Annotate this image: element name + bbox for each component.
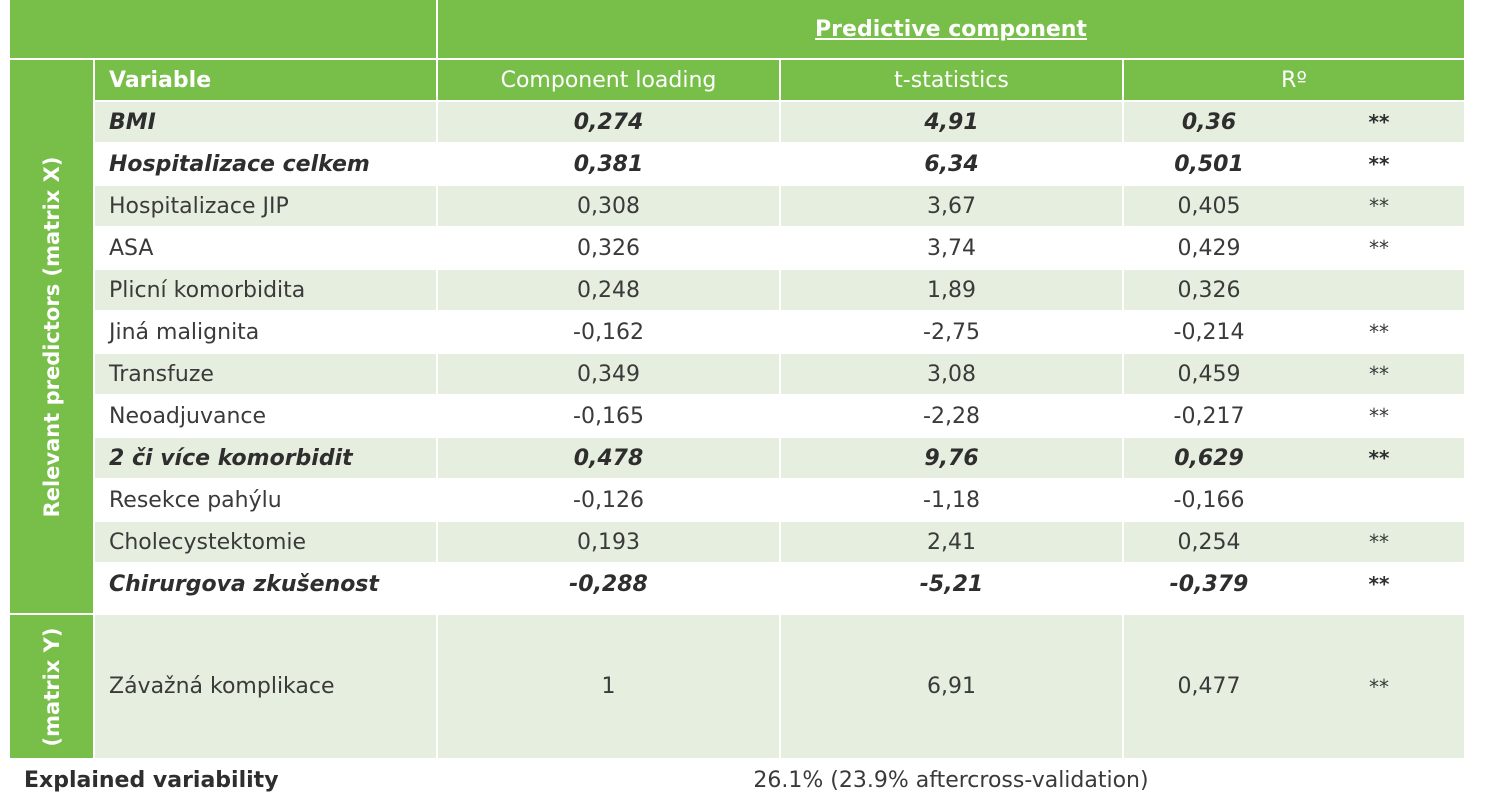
results-table: Predictive component Relevant predictors… [10, 0, 1464, 800]
cell-component-loading: 0,274 [438, 102, 779, 142]
cell-variable: Hospitalizace JIP [95, 186, 436, 226]
cell-variable: Cholecystektomie [95, 522, 436, 562]
cell-t-statistics: 3,74 [781, 228, 1122, 268]
column-header-t-statistics: t-statistics [781, 60, 1122, 100]
cell-r: 0,501 [1124, 144, 1294, 184]
cell-significance: ** [1294, 312, 1464, 352]
explained-variability-label: Explained variability [10, 760, 436, 800]
header-corner [10, 0, 436, 58]
cell-t-statistics: 6,34 [781, 144, 1122, 184]
predictive-component-header: Predictive component [438, 0, 1464, 58]
y-row-significance: ** [1294, 615, 1464, 758]
cell-variable: Jiná malignita [95, 312, 436, 352]
y-row-variable: Závažná komplikace [95, 615, 436, 758]
cell-variable: 2 či více komorbidit [95, 438, 436, 478]
cell-component-loading: 0,193 [438, 522, 779, 562]
cell-component-loading: 0,478 [438, 438, 779, 478]
cell-significance: ** [1294, 186, 1464, 226]
cell-component-loading: -0,162 [438, 312, 779, 352]
cell-t-statistics: 4,91 [781, 102, 1122, 142]
cell-variable: ASA [95, 228, 436, 268]
cell-t-statistics: -2,75 [781, 312, 1122, 352]
cell-significance [1294, 270, 1464, 310]
column-header-component-loading: Component loading [438, 60, 779, 100]
cell-significance: ** [1294, 396, 1464, 436]
cell-significance: ** [1294, 144, 1464, 184]
cell-r: -0,217 [1124, 396, 1294, 436]
cell-variable: Chirurgova zkušenost [95, 564, 436, 604]
cell-r: 0,254 [1124, 522, 1294, 562]
cell-t-statistics: 3,08 [781, 354, 1122, 394]
cell-r: -0,379 [1124, 564, 1294, 604]
y-row-loading: 1 [438, 615, 779, 758]
cell-t-statistics: 3,67 [781, 186, 1122, 226]
cell-t-statistics: -2,28 [781, 396, 1122, 436]
cell-significance [1294, 480, 1464, 520]
cell-component-loading: -0,288 [438, 564, 779, 604]
cell-component-loading: 0,381 [438, 144, 779, 184]
cell-t-statistics: 2,41 [781, 522, 1122, 562]
column-header-r: Rº [1124, 60, 1464, 100]
cell-variable: Transfuze [95, 354, 436, 394]
cell-variable: Neoadjuvance [95, 396, 436, 436]
cell-t-statistics: -5,21 [781, 564, 1122, 604]
group-matrix-y: (matrix Y) [10, 615, 93, 758]
cell-component-loading: 0,349 [438, 354, 779, 394]
cell-r: 0,429 [1124, 228, 1294, 268]
cell-t-statistics: -1,18 [781, 480, 1122, 520]
cell-significance: ** [1294, 522, 1464, 562]
cell-component-loading: -0,126 [438, 480, 779, 520]
cell-significance: ** [1294, 564, 1464, 604]
group-matrix-x-label: Relevant predictors (matrix X) [39, 156, 64, 517]
explained-variability-value: 26.1% (23.9% aftercross-validation) [438, 760, 1464, 800]
cell-variable: Hospitalizace celkem [95, 144, 436, 184]
cell-variable: Plicní komorbidita [95, 270, 436, 310]
cell-significance: ** [1294, 102, 1464, 142]
cell-r: 0,326 [1124, 270, 1294, 310]
column-header-variable: Variable [95, 60, 436, 100]
cell-r: -0,166 [1124, 480, 1294, 520]
cell-t-statistics: 1,89 [781, 270, 1122, 310]
cell-t-statistics: 9,76 [781, 438, 1122, 478]
cell-r: 0,36 [1124, 102, 1294, 142]
cell-significance: ** [1294, 438, 1464, 478]
group-matrix-x: Relevant predictors (matrix X) [10, 60, 93, 613]
cell-r: 0,459 [1124, 354, 1294, 394]
predictive-component-title: Predictive component [815, 16, 1087, 42]
cell-r: -0,214 [1124, 312, 1294, 352]
cell-variable: BMI [95, 102, 436, 142]
group-matrix-y-label: (matrix Y) [39, 627, 64, 746]
y-row-r: 0,477 [1124, 615, 1294, 758]
cell-component-loading: 0,308 [438, 186, 779, 226]
cell-component-loading: 0,248 [438, 270, 779, 310]
cell-significance: ** [1294, 354, 1464, 394]
cell-r: 0,629 [1124, 438, 1294, 478]
cell-component-loading: 0,326 [438, 228, 779, 268]
y-row-t: 6,91 [781, 615, 1122, 758]
cell-variable: Resekce pahýlu [95, 480, 436, 520]
cell-r: 0,405 [1124, 186, 1294, 226]
cell-significance: ** [1294, 228, 1464, 268]
cell-component-loading: -0,165 [438, 396, 779, 436]
